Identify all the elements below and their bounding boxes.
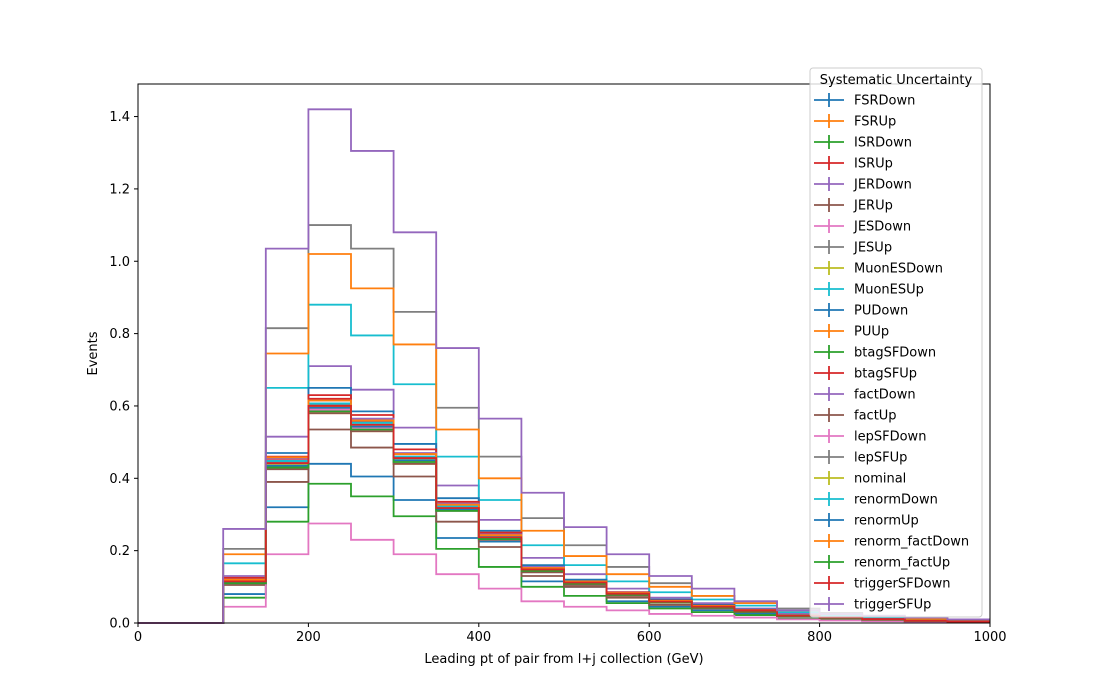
y-tick-label: 1.4 <box>109 110 130 125</box>
legend-label: lepSFDown <box>854 430 926 445</box>
series-line-JESDown <box>138 522 990 624</box>
legend-label: PUUp <box>854 325 889 340</box>
legend-label: ISRUp <box>854 157 893 172</box>
y-tick-label: 1.0 <box>109 255 130 270</box>
legend-item-nominal: nominal <box>814 471 906 487</box>
legend-label: MuonESDown <box>854 262 943 277</box>
legend-label: JESUp <box>853 241 892 256</box>
legend-item-renormUp: renormUp <box>814 513 919 529</box>
legend: Systematic Uncertainty FSRDown FSRUp ISRDo… <box>809 67 983 618</box>
legend-label: FSRDown <box>854 94 915 109</box>
legend-item-triggerSFDown: triggerSFDown <box>814 576 950 592</box>
legend-item-factDown: factDown <box>814 387 916 403</box>
y-tick-label: 0.6 <box>109 399 130 414</box>
legend-label: btagSFDown <box>854 346 936 361</box>
legend-label: JERUp <box>853 199 893 214</box>
legend-item-lepSFUp: lepSFUp <box>814 450 907 466</box>
legend-label: renorm_factDown <box>854 535 969 550</box>
legend-items: FSRDown FSRUp ISRDown ISRUp JERDown JERUp JESD… <box>814 93 969 613</box>
x-axis-label: Leading pt of pair from l+j collection (… <box>424 652 703 667</box>
x-tick-label: 400 <box>466 630 491 645</box>
legend-item-MuonESUp: MuonESUp <box>814 282 924 298</box>
legend-item-JERUp: JERUp <box>814 198 893 214</box>
legend-item-renorm_factDown: renorm_factDown <box>814 534 969 550</box>
y-tick-label: 0.2 <box>109 544 130 559</box>
legend-label: ISRDown <box>854 136 912 151</box>
legend-label: FSRUp <box>854 115 896 130</box>
legend-label: btagSFUp <box>854 367 917 382</box>
legend-box <box>809 67 983 618</box>
legend-label: triggerSFDown <box>854 577 950 592</box>
series-line-triggerSFDown <box>138 405 990 624</box>
x-tick-label: 600 <box>637 630 662 645</box>
plot-frame <box>137 83 991 624</box>
x-axis-ticks: 0 200 400 600 800 1000 <box>134 623 1007 645</box>
legend-label: factUp <box>854 409 897 424</box>
legend-item-JESUp: JESUp <box>814 240 892 256</box>
y-axis-label: Events <box>86 331 101 375</box>
legend-item-renorm_factUp: renorm_factUp <box>814 555 950 571</box>
y-tick-label: 0.8 <box>109 327 130 342</box>
y-tick-label: 0.4 <box>109 472 130 487</box>
legend-label: renormUp <box>854 514 919 529</box>
legend-label: lepSFUp <box>854 451 907 466</box>
legend-item-FSRUp: FSRUp <box>814 114 896 130</box>
legend-item-PUUp: PUUp <box>814 324 889 340</box>
legend-item-renormDown: renormDown <box>814 492 938 508</box>
legend-item-MuonESDown: MuonESDown <box>814 261 943 277</box>
legend-item-JESDown: JESDown <box>814 219 911 235</box>
x-tick-label: 200 <box>296 630 321 645</box>
legend-item-ISRUp: ISRUp <box>814 156 893 172</box>
legend-item-btagSFDown: btagSFDown <box>814 345 936 361</box>
legend-item-factUp: factUp <box>814 408 897 424</box>
legend-label: JESDown <box>853 220 911 235</box>
legend-item-ISRDown: ISRDown <box>814 135 912 151</box>
legend-label: PUDown <box>854 304 908 319</box>
legend-label: JERDown <box>853 178 912 193</box>
x-tick-label: 800 <box>807 630 832 645</box>
legend-item-triggerSFUp: triggerSFUp <box>814 597 931 613</box>
legend-label: factDown <box>854 388 916 403</box>
x-tick-label: 1000 <box>973 630 1006 645</box>
legend-label: nominal <box>854 472 906 487</box>
legend-label: triggerSFUp <box>854 598 931 613</box>
y-tick-label: 0.0 <box>109 617 130 632</box>
y-axis-ticks: 0.0 0.2 0.4 0.6 0.8 1.0 1.2 1.4 <box>109 110 138 632</box>
legend-item-FSRDown: FSRDown <box>814 93 915 109</box>
legend-item-btagSFUp: btagSFUp <box>814 366 917 382</box>
legend-title: Systematic Uncertainty <box>820 73 973 88</box>
legend-item-lepSFDown: lepSFDown <box>814 429 926 445</box>
legend-item-PUDown: PUDown <box>814 303 908 319</box>
legend-label: renormDown <box>854 493 938 508</box>
legend-label: renorm_factUp <box>854 556 950 571</box>
x-tick-label: 0 <box>134 630 142 645</box>
legend-label: MuonESUp <box>854 283 924 298</box>
legend-item-JERDown: JERDown <box>814 177 912 193</box>
y-tick-label: 1.2 <box>109 182 130 197</box>
